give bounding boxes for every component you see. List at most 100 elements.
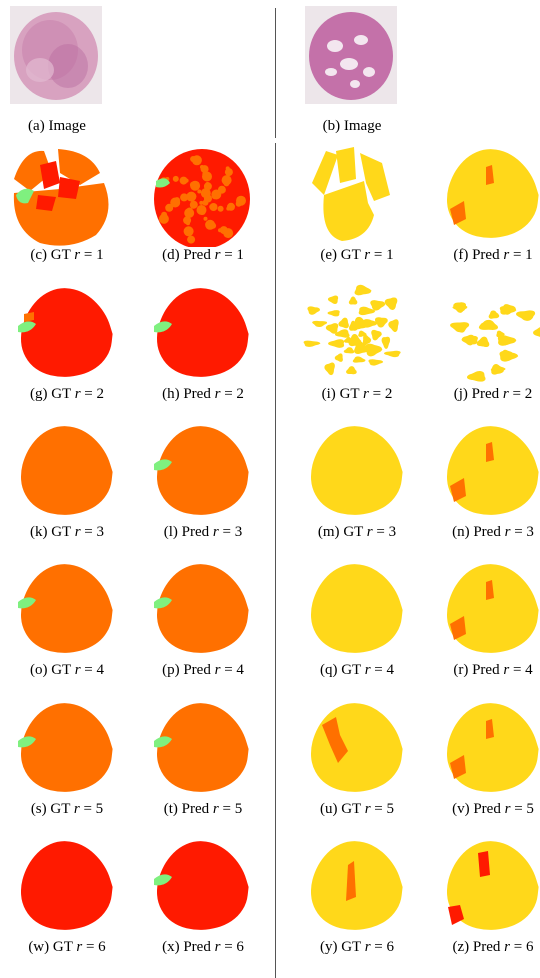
region-shape [156,841,249,930]
radius-value: = 2 [80,386,105,402]
region-shape [370,300,386,311]
radius-value: = 5 [218,801,243,817]
panel-e: (e) GT r = 1 [290,143,424,273]
panel-o: (o) GT r = 4 [0,558,134,688]
radius-variable: r [504,801,511,817]
panel-caption: (h) Pred r = 2 [136,386,270,403]
region-shape [450,478,466,502]
radius-variable: r [74,524,81,540]
region-shape [16,188,34,204]
panel-letter: (c) [30,247,51,263]
radius-variable: r [364,939,371,955]
segmentation-map [18,703,113,792]
region-shape [478,851,490,877]
region-shape [371,329,382,341]
region-shape [490,365,506,372]
radius-value: = 4 [370,662,395,678]
radius-variable: r [503,662,510,678]
panel-t: (t) Pred r = 5 [136,697,270,827]
panel-kind: GT [341,939,365,955]
region-shape [310,426,403,515]
region-shape [36,195,56,211]
region-shape [310,564,403,653]
region-shape [446,426,539,515]
region-shape [303,340,321,347]
segmentation-map [18,288,113,377]
region-shape [156,703,249,792]
segmentation-map [303,284,401,376]
region-shape [533,327,540,337]
panel-m: (m) GT r = 3 [290,420,424,550]
region-shape [446,841,539,930]
panel-kind: GT [50,247,75,263]
region-shape [348,333,362,347]
radius-variable: r [74,386,81,402]
radius-variable: r [503,247,510,263]
panel-letter: (t) [163,801,182,817]
region-shape [324,362,335,376]
region-shape [217,205,224,212]
panel-u: (u) GT r = 5 [290,697,424,827]
panel-letter: (i) [321,386,340,402]
region-shape [158,213,169,224]
region-shape [450,755,466,779]
region-shape [358,306,376,316]
region-shape [486,719,494,739]
region-shape [334,329,350,338]
region-shape [154,149,250,247]
radius-value: = 2 [368,386,393,402]
radius-variable: r [74,662,81,678]
panel-letter: (d) [162,247,184,263]
panel-kind: GT [339,386,364,402]
segmentation-map [20,841,113,930]
region-shape [446,149,539,238]
region-shape [225,166,230,171]
segmentation-map [310,426,403,515]
region-shape [58,177,80,199]
tissue-image [305,6,397,104]
radius-value: = 2 [508,386,533,402]
region-shape [190,204,195,209]
region-shape [374,317,388,328]
panel-kind: Pred [473,524,505,540]
region-shape [446,703,539,792]
region-shape [360,153,390,201]
tissue-image [10,6,102,104]
radius-variable: r [364,247,371,263]
region-shape [349,320,358,331]
segmentation-map [310,841,403,930]
region-shape [486,580,494,600]
radius-value: = 3 [80,524,105,540]
panel-caption: (i) GT r = 2 [290,386,424,403]
panel-y: (y) GT r = 6 [290,835,424,965]
region-shape [368,359,384,366]
region-shape [325,323,339,334]
panel-h: (h) Pred r = 2 [136,282,270,412]
panel-kind: GT [343,524,367,540]
panel-kind: GT [340,247,365,263]
radius-value: = 1 [370,247,394,263]
region-shape [384,297,398,310]
radius-value: = 1 [220,247,244,263]
segmentation-map [154,841,249,930]
region-shape [20,426,113,515]
radius-variable: r [363,386,369,402]
panel-z: (z) Pred r = 6 [426,835,540,965]
panel-caption: (y) GT r = 6 [290,939,424,956]
region-shape [476,336,490,348]
radius-value: = 1 [509,247,533,263]
panel-caption: (g) GT r = 2 [0,386,134,403]
region-shape [211,189,222,200]
panel-kind: GT [341,662,365,678]
panel-caption: (c) GT r = 1 [0,247,134,264]
panel-b: (b) Image [295,0,429,140]
region-shape [180,193,189,202]
region-shape [327,310,340,317]
region-shape [184,208,195,218]
panel-caption: (k) GT r = 3 [0,524,134,541]
region-shape [473,372,483,379]
panel-caption: (p) Pred r = 4 [136,662,270,679]
radius-value: = 5 [370,801,395,817]
panel-kind: Pred [473,801,505,817]
region-shape [40,161,60,189]
